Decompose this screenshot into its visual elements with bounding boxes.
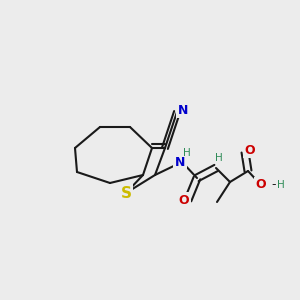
Text: N: N bbox=[178, 103, 188, 116]
Text: O: O bbox=[245, 143, 255, 157]
Text: S: S bbox=[121, 185, 131, 200]
Text: O: O bbox=[179, 194, 189, 206]
Text: H: H bbox=[215, 153, 223, 163]
Text: H: H bbox=[277, 180, 285, 190]
Text: N: N bbox=[175, 155, 185, 169]
Text: -: - bbox=[272, 178, 276, 191]
Text: O: O bbox=[256, 178, 266, 191]
Text: H: H bbox=[183, 148, 191, 158]
